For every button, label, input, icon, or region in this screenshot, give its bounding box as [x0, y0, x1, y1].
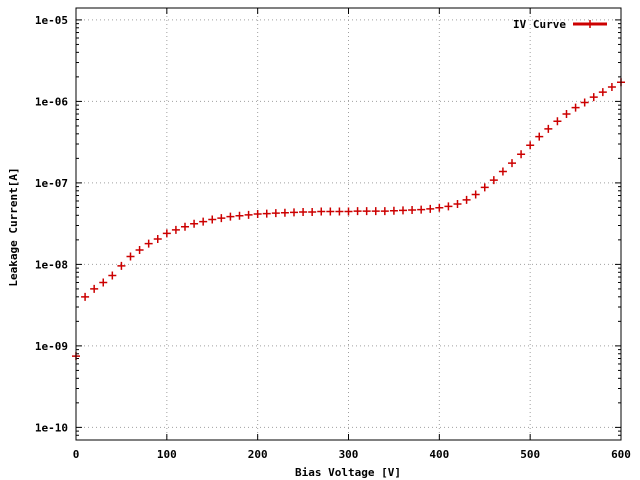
data-point	[190, 219, 199, 228]
data-point	[90, 284, 99, 293]
data-point	[117, 261, 126, 270]
data-point	[399, 206, 407, 215]
data-point	[607, 83, 616, 92]
data-point	[81, 292, 90, 301]
y-tick-label: 1e-08	[35, 258, 68, 271]
data-point	[253, 210, 262, 219]
legend-label-iv-curve: IV Curve	[513, 18, 566, 31]
y-tick-label: 1e-09	[35, 340, 68, 353]
data-point	[99, 278, 108, 287]
x-tick-label: 100	[157, 448, 177, 461]
data-point	[126, 252, 135, 261]
data-point	[353, 207, 362, 216]
y-tick-label: 1e-05	[35, 14, 68, 27]
data-point	[135, 246, 144, 255]
data-point	[580, 98, 589, 107]
data-point	[326, 207, 335, 216]
data-point	[462, 195, 471, 204]
x-tick-label: 200	[248, 448, 268, 461]
data-point	[589, 93, 598, 102]
data-point	[489, 176, 498, 185]
data-point	[299, 207, 308, 216]
data-point	[244, 210, 253, 219]
data-point	[562, 110, 571, 119]
data-point	[553, 117, 562, 126]
x-tick-label: 300	[339, 448, 359, 461]
data-point	[389, 206, 398, 215]
data-point	[271, 209, 280, 218]
data-point	[426, 204, 435, 213]
data-point	[571, 103, 580, 112]
data-point	[598, 88, 607, 97]
x-tick-label: 600	[611, 448, 631, 461]
data-point	[371, 207, 380, 216]
data-point	[362, 207, 371, 216]
data-point	[380, 207, 389, 216]
data-point	[498, 167, 507, 176]
x-tick-label: 0	[73, 448, 80, 461]
data-point	[317, 207, 326, 216]
data-point	[417, 205, 426, 214]
data-point	[544, 124, 553, 133]
data-point	[171, 225, 180, 234]
data-point	[308, 207, 317, 216]
y-tick-labels: 1e-10 1e-09 1e-08 1e-07 1e-06 1e-05	[35, 14, 68, 434]
data-point	[408, 205, 417, 214]
data-point	[453, 200, 462, 209]
y-tick-label: 1e-10	[35, 421, 68, 434]
data-point	[444, 202, 453, 211]
data-point	[471, 190, 480, 199]
x-tick-label: 500	[520, 448, 540, 461]
data-point	[199, 217, 208, 226]
data-point	[108, 271, 117, 280]
data-series-iv-curve	[72, 78, 625, 361]
data-point	[435, 203, 444, 212]
plot-frame	[75, 7, 622, 441]
data-point	[517, 150, 526, 159]
y-tick-label: 1e-06	[35, 95, 68, 108]
data-point	[280, 208, 289, 217]
x-tick-label: 400	[429, 448, 449, 461]
data-point	[480, 183, 489, 192]
data-point	[181, 222, 189, 231]
y-axis-label: Leakage Current[A]	[7, 167, 20, 286]
data-point	[217, 214, 226, 223]
data-point	[208, 215, 217, 224]
grid-lines	[76, 8, 621, 440]
legend: IV Curve	[513, 18, 607, 31]
x-axis-label: Bias Voltage [V]	[295, 466, 401, 479]
data-point	[508, 159, 516, 168]
data-point	[144, 239, 153, 248]
data-point	[290, 208, 298, 217]
y-tick-label: 1e-07	[35, 177, 68, 190]
x-tick-labels: 0 100 200 300 400 500 600	[73, 448, 631, 461]
data-point	[162, 229, 171, 238]
data-point	[226, 212, 235, 221]
data-point	[335, 207, 344, 216]
data-point	[526, 141, 535, 150]
data-point	[235, 211, 244, 220]
data-point	[262, 209, 271, 218]
data-point	[344, 207, 353, 216]
data-point	[153, 234, 162, 243]
data-point	[535, 132, 544, 141]
legend-marker-iv-curve	[586, 20, 594, 28]
